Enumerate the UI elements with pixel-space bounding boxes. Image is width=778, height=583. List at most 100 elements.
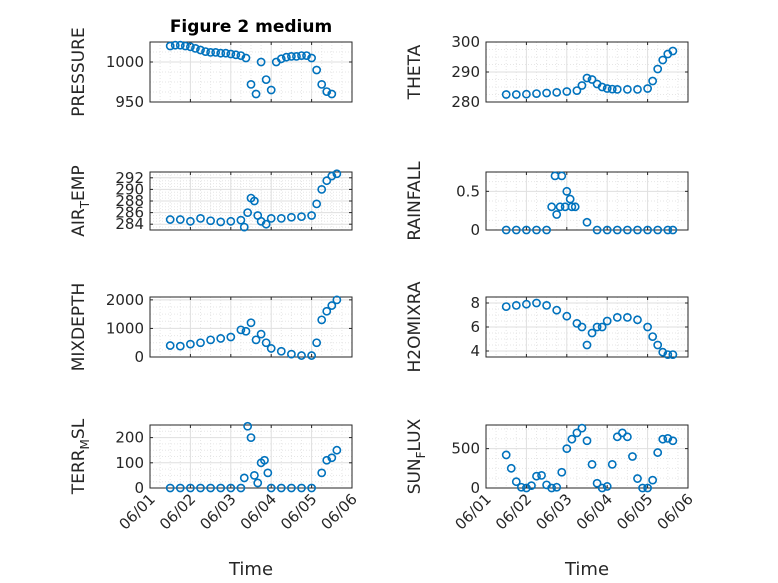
data-point bbox=[206, 48, 215, 57]
data-point bbox=[253, 478, 263, 488]
data-point bbox=[317, 184, 327, 194]
data-point bbox=[281, 52, 291, 62]
data-point bbox=[633, 85, 642, 94]
data-point bbox=[165, 215, 175, 224]
data-point bbox=[196, 483, 205, 493]
data-point bbox=[261, 219, 271, 229]
data-point bbox=[317, 315, 327, 325]
data-point bbox=[511, 300, 521, 310]
y-axis-label-rest: EMP bbox=[69, 165, 89, 201]
y-tick-label: 300 bbox=[451, 33, 480, 51]
data-point bbox=[577, 423, 587, 433]
y-tick-label: 200 bbox=[115, 429, 144, 447]
data-point bbox=[552, 88, 562, 97]
data-point bbox=[256, 57, 266, 67]
data-point bbox=[552, 210, 562, 219]
axes-frame bbox=[149, 296, 353, 358]
y-tick-label: 100 bbox=[115, 454, 144, 472]
x-tick-label: 06/04 bbox=[237, 490, 280, 533]
subplot-5: 0 1000 2000 MIXDEPTH bbox=[69, 283, 353, 371]
data-point bbox=[286, 483, 296, 493]
data-point bbox=[251, 335, 261, 345]
data-point bbox=[322, 87, 332, 96]
data-point bbox=[211, 48, 221, 57]
data-point bbox=[221, 48, 231, 58]
data-point bbox=[562, 186, 572, 196]
data-point bbox=[501, 450, 511, 460]
data-point bbox=[266, 344, 276, 353]
data-point bbox=[501, 302, 511, 311]
data-point bbox=[216, 334, 226, 343]
data-point bbox=[261, 338, 271, 348]
data-point bbox=[266, 85, 276, 95]
data-point bbox=[522, 483, 531, 493]
data-point bbox=[511, 477, 521, 487]
data-point bbox=[552, 305, 562, 315]
x-tick-label: 06/06 bbox=[318, 490, 361, 533]
data-point bbox=[537, 470, 546, 480]
data-point bbox=[587, 75, 597, 84]
data-point bbox=[653, 448, 663, 457]
data-point bbox=[307, 53, 316, 63]
data-point bbox=[522, 299, 531, 309]
data-point bbox=[266, 483, 276, 493]
data-point bbox=[327, 453, 337, 463]
x-tick-label: 06/03 bbox=[532, 490, 575, 533]
data-point bbox=[249, 196, 259, 206]
data-point bbox=[276, 346, 286, 356]
grid bbox=[485, 425, 689, 489]
data-point bbox=[668, 436, 678, 446]
data-point bbox=[511, 90, 521, 99]
y-axis-label: THETA bbox=[405, 44, 425, 100]
data-point bbox=[532, 89, 541, 98]
data-point bbox=[643, 84, 652, 93]
data-point bbox=[577, 81, 587, 90]
data-point bbox=[241, 326, 251, 336]
data-point bbox=[623, 85, 632, 94]
data-series bbox=[501, 423, 678, 493]
data-point bbox=[658, 347, 668, 357]
data-point bbox=[607, 459, 617, 469]
y-tick-label: 0 bbox=[134, 348, 144, 366]
data-point bbox=[206, 483, 215, 493]
y-tick-label: 286 bbox=[115, 204, 144, 222]
y-tick-label: 284 bbox=[115, 215, 144, 233]
subplot-6: 4 6 8 H2OMIXRA bbox=[405, 281, 689, 373]
data-point bbox=[175, 483, 185, 493]
data-point bbox=[216, 217, 226, 227]
data-point bbox=[522, 89, 531, 99]
x-tick-label: 06/02 bbox=[492, 490, 535, 533]
y-axis-label-subscript: F bbox=[414, 451, 428, 458]
data-point bbox=[332, 169, 342, 179]
data-point bbox=[286, 212, 296, 222]
data-point bbox=[322, 306, 332, 316]
data-point bbox=[557, 467, 567, 477]
x-tick-label: 06/04 bbox=[573, 490, 616, 533]
x-axis-label: Time bbox=[228, 559, 273, 580]
data-point bbox=[628, 452, 637, 461]
data-point bbox=[246, 318, 256, 328]
data-point bbox=[587, 459, 597, 469]
y-tick-label: 6 bbox=[470, 318, 480, 336]
data-point bbox=[297, 483, 306, 493]
y-tick-label: 2000 bbox=[106, 291, 144, 309]
axes-frame bbox=[149, 41, 353, 103]
data-point bbox=[196, 45, 205, 55]
data-point bbox=[612, 225, 622, 235]
x-tick-label: 06/05 bbox=[277, 490, 320, 533]
data-point bbox=[577, 322, 587, 332]
y-axis-label-rest: LUX bbox=[405, 418, 425, 451]
data-point bbox=[663, 433, 673, 443]
data-point bbox=[592, 322, 602, 332]
data-point bbox=[327, 301, 337, 310]
data-point bbox=[663, 225, 673, 235]
y-axis-label: SUNFLUX bbox=[405, 418, 428, 494]
data-point bbox=[567, 434, 577, 444]
data-point bbox=[226, 332, 236, 342]
subplot-2: 280 290 300 THETA bbox=[405, 33, 689, 111]
data-point bbox=[175, 215, 185, 224]
y-axis-label-main: AIR bbox=[69, 208, 89, 237]
data-point bbox=[623, 225, 632, 235]
data-point bbox=[236, 325, 246, 335]
data-point bbox=[239, 473, 249, 483]
